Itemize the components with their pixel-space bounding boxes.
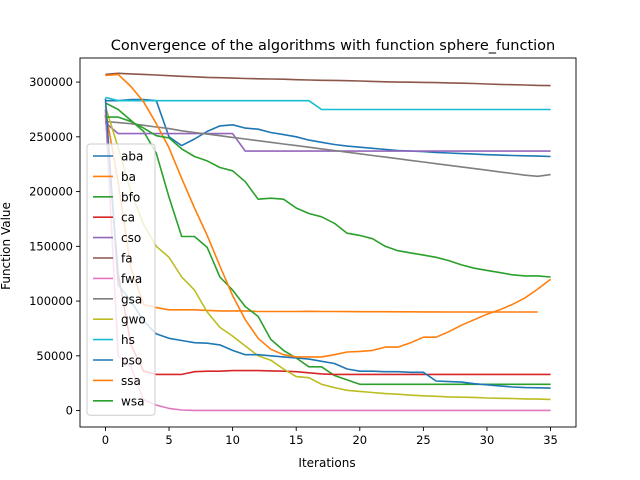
y-tick-label: 250000 [29, 130, 73, 144]
legend-label-wsa-12: wsa [121, 394, 144, 408]
axes-layer: 0 5 10 15 20 25 30 35 0 50000 100000 150000 200000 25… [29, 57, 577, 447]
legend-label-hs-9: hs [121, 333, 135, 347]
series-line-gwo-8 [104, 105, 551, 401]
series-line-ba-1 [104, 109, 538, 313]
y-tick-label: 100000 [29, 294, 73, 308]
series-line-pso-10 [104, 98, 551, 389]
legend-label-gsa-7: gsa [121, 292, 142, 306]
legend-label-cso-4: cso [121, 231, 141, 245]
series-line-fa-5 [105, 72, 551, 87]
legend-label-fa-5: fa [121, 252, 133, 266]
series-line-cso-4 [104, 121, 551, 152]
x-tick-label: 30 [480, 433, 495, 447]
legend-label-ba-1: ba [121, 170, 136, 184]
series-line-ca-3 [104, 114, 551, 376]
y-tick-label: 150000 [29, 239, 73, 253]
series-line-aba-0 [105, 98, 551, 158]
legend-label-ca-3: ca [121, 211, 135, 225]
series-layer [104, 72, 552, 412]
plot-frame [79, 57, 577, 428]
x-axis-label: Iterations [298, 456, 355, 470]
series-line-hs-9 [105, 96, 551, 111]
legend: aba ba bfo ca cso fa fwa gsa gwo hs pso ssa wsa [86, 143, 156, 416]
x-tick-label: 5 [165, 433, 172, 447]
legend-label-gwo-8: gwo [121, 313, 146, 327]
x-tick-label: 25 [416, 433, 431, 447]
y-tick-label: 0 [66, 404, 73, 418]
legend-label-fwa-6: fwa [121, 272, 142, 286]
series-line-wsa-12 [105, 116, 551, 278]
series-line-gsa-7 [105, 120, 551, 178]
legend-label-aba-0: aba [121, 150, 143, 164]
legend-label-pso-10: pso [121, 354, 142, 368]
series-line-fwa-6 [104, 109, 551, 412]
legend-label-bfo-2: bfo [121, 190, 140, 204]
y-tick-label: 200000 [29, 185, 73, 199]
y-tick-label: 300000 [29, 75, 73, 89]
x-tick-label: 35 [543, 433, 558, 447]
series-line-ssa-11 [105, 73, 552, 358]
x-tick-label: 20 [352, 433, 367, 447]
x-tick-label: 0 [102, 433, 109, 447]
legend-label-ssa-11: ssa [121, 374, 141, 388]
chart-title: Convergence of the algorithms with funct… [111, 38, 555, 54]
legend-box [86, 143, 156, 416]
x-tick-label: 15 [289, 433, 304, 447]
y-axis-label: Function Value [0, 202, 13, 290]
y-tick-label: 50000 [36, 349, 73, 363]
x-tick-label: 10 [225, 433, 240, 447]
